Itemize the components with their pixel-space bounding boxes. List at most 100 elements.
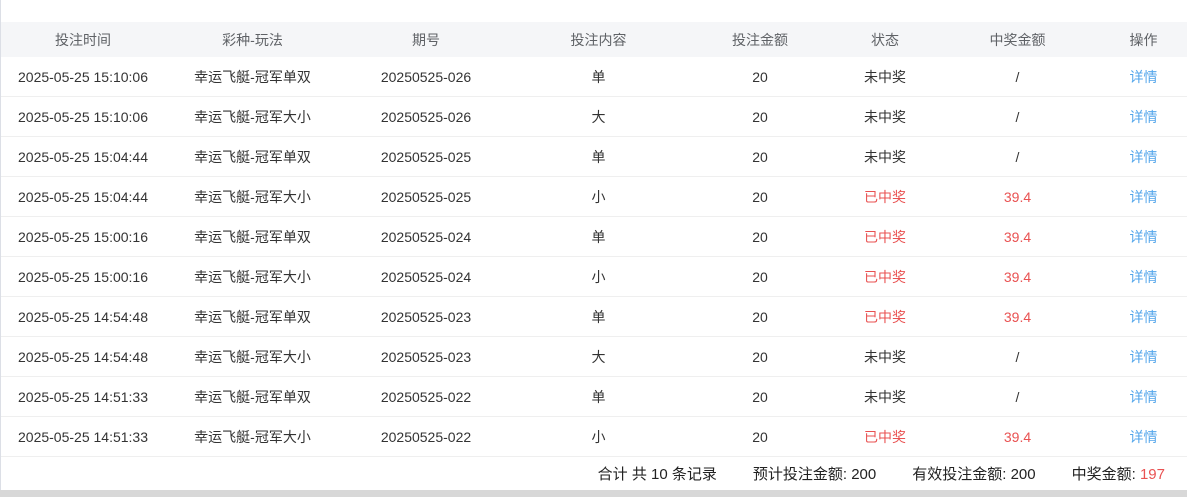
cell-lottery-play: 幸运飞艇-冠军单双	[194, 388, 311, 405]
cell-lottery-play: 幸运飞艇-冠军单双	[194, 68, 311, 85]
cell-bet-time: 2025-05-25 15:00:16	[18, 268, 148, 285]
cell-bet-amount: 20	[752, 228, 768, 245]
table-row: 2025-05-25 14:54:48 幸运飞艇-冠军单双 20250525-0…	[1, 297, 1187, 337]
cell-bet-time: 2025-05-25 15:10:06	[18, 108, 148, 125]
summary-valid-bet-value: 200	[1010, 466, 1036, 483]
cell-lottery-play: 幸运飞艇-冠军大小	[194, 268, 311, 285]
detail-link[interactable]: 详情	[1129, 388, 1158, 405]
detail-link[interactable]: 详情	[1129, 108, 1158, 125]
top-spacer	[1, 0, 1187, 22]
cell-lottery-play: 幸运飞艇-冠军大小	[194, 188, 311, 205]
cell-issue-number: 20250525-024	[380, 268, 472, 285]
summary-valid-bet-amount: 有效投注金额: 200	[912, 466, 1036, 483]
cell-win-amount: 39.4	[1003, 428, 1032, 445]
detail-link[interactable]: 详情	[1129, 308, 1158, 325]
detail-link[interactable]: 详情	[1129, 148, 1158, 165]
cell-bet-amount: 20	[752, 148, 768, 165]
cell-bet-content: 大	[591, 108, 606, 125]
cell-issue-number: 20250525-023	[380, 348, 472, 365]
detail-link[interactable]: 详情	[1129, 228, 1158, 245]
cell-lottery-play: 幸运飞艇-冠军大小	[194, 348, 311, 365]
column-header-issue-number: 期号	[412, 31, 440, 48]
detail-link[interactable]: 详情	[1129, 348, 1158, 365]
cell-lottery-play: 幸运飞艇-冠军单双	[194, 308, 311, 325]
detail-link[interactable]: 详情	[1129, 428, 1158, 445]
table-row: 2025-05-25 15:00:16 幸运飞艇-冠军单双 20250525-0…	[1, 217, 1187, 257]
column-header-lottery-play: 彩种-玩法	[222, 31, 283, 48]
cell-bet-time: 2025-05-25 15:04:44	[18, 188, 148, 205]
cell-bet-content: 单	[591, 68, 606, 85]
cell-lottery-play: 幸运飞艇-冠军单双	[194, 228, 311, 245]
column-header-operation: 操作	[1129, 31, 1158, 48]
cell-bet-time: 2025-05-25 15:10:06	[18, 68, 148, 85]
table-row: 2025-05-25 15:10:06 幸运飞艇-冠军大小 20250525-0…	[1, 97, 1187, 137]
cell-bet-content: 大	[591, 348, 606, 365]
table-row: 2025-05-25 14:51:33 幸运飞艇-冠军单双 20250525-0…	[1, 377, 1187, 417]
column-header-bet-content: 投注内容	[570, 31, 627, 48]
cell-win-amount: /	[1015, 148, 1020, 165]
column-header-status: 状态	[871, 31, 899, 48]
cell-bet-time: 2025-05-25 14:54:48	[18, 348, 148, 365]
cell-status: 未中奖	[864, 148, 906, 165]
summary-total-records: 合计 共 10 条记录	[597, 466, 717, 483]
detail-link[interactable]: 详情	[1129, 268, 1158, 285]
cell-bet-content: 小	[591, 428, 606, 445]
summary-expected-bet-amount: 预计投注金额: 200	[752, 466, 877, 483]
cell-bet-time: 2025-05-25 14:51:33	[18, 388, 148, 405]
cell-issue-number: 20250525-022	[380, 388, 472, 405]
cell-status: 已中奖	[864, 308, 906, 325]
cell-win-amount: 39.4	[1003, 308, 1032, 325]
cell-status: 未中奖	[864, 348, 906, 365]
cell-bet-content: 单	[591, 228, 606, 245]
cell-lottery-play: 幸运飞艇-冠军大小	[194, 428, 311, 445]
cell-bet-time: 2025-05-25 15:00:16	[18, 228, 148, 245]
cell-issue-number: 20250525-026	[380, 68, 472, 85]
cell-bet-content: 单	[591, 148, 606, 165]
cell-bet-amount: 20	[752, 308, 768, 325]
column-header-bet-amount: 投注金额	[732, 31, 788, 48]
cell-win-amount: /	[1015, 388, 1020, 405]
cell-bet-time: 2025-05-25 15:04:44	[18, 148, 148, 165]
table-row: 2025-05-25 15:04:44 幸运飞艇-冠军单双 20250525-0…	[1, 137, 1187, 177]
summary-bar: 合计 共 10 条记录 预计投注金额: 200 有效投注金额: 200 中奖金额…	[1, 457, 1187, 490]
cell-status: 未中奖	[864, 108, 906, 125]
cell-bet-content: 单	[591, 308, 606, 325]
table-row: 2025-05-25 14:51:33 幸运飞艇-冠军大小 20250525-0…	[1, 417, 1187, 457]
cell-win-amount: /	[1015, 68, 1020, 85]
cell-lottery-play: 幸运飞艇-冠军单双	[194, 148, 311, 165]
cell-bet-content: 小	[591, 188, 606, 205]
cell-issue-number: 20250525-023	[380, 308, 472, 325]
detail-link[interactable]: 详情	[1129, 188, 1158, 205]
column-header-bet-time: 投注时间	[55, 31, 111, 48]
cell-win-amount: 39.4	[1003, 228, 1032, 245]
cell-win-amount: /	[1015, 348, 1020, 365]
cell-bet-amount: 20	[752, 268, 768, 285]
cell-win-amount: 39.4	[1003, 268, 1032, 285]
cell-win-amount: /	[1015, 108, 1020, 125]
cell-issue-number: 20250525-025	[380, 188, 472, 205]
cell-bet-amount: 20	[752, 108, 768, 125]
table-body: 2025-05-25 15:10:06 幸运飞艇-冠军单双 20250525-0…	[1, 57, 1187, 457]
cell-status: 已中奖	[864, 228, 906, 245]
table-row: 2025-05-25 15:10:06 幸运飞艇-冠军单双 20250525-0…	[1, 57, 1187, 97]
cell-issue-number: 20250525-024	[380, 228, 472, 245]
cell-lottery-play: 幸运飞艇-冠军大小	[194, 108, 311, 125]
cell-bet-content: 单	[591, 388, 606, 405]
table-row: 2025-05-25 14:54:48 幸运飞艇-冠军大小 20250525-0…	[1, 337, 1187, 377]
detail-link[interactable]: 详情	[1129, 68, 1158, 85]
cell-bet-content: 小	[591, 268, 606, 285]
column-header-win-amount: 中奖金额	[989, 31, 1046, 48]
summary-win-value: 197	[1139, 466, 1165, 483]
table-row: 2025-05-25 15:00:16 幸运飞艇-冠军大小 20250525-0…	[1, 257, 1187, 297]
cell-bet-amount: 20	[752, 428, 768, 445]
page-background-strip	[0, 490, 1187, 497]
cell-bet-amount: 20	[752, 188, 768, 205]
cell-bet-amount: 20	[752, 388, 768, 405]
table-row: 2025-05-25 15:04:44 幸运飞艇-冠军大小 20250525-0…	[1, 177, 1187, 217]
cell-bet-amount: 20	[752, 348, 768, 365]
cell-issue-number: 20250525-022	[380, 428, 472, 445]
cell-bet-time: 2025-05-25 14:51:33	[18, 428, 148, 445]
cell-issue-number: 20250525-025	[380, 148, 472, 165]
cell-status: 未中奖	[864, 388, 906, 405]
